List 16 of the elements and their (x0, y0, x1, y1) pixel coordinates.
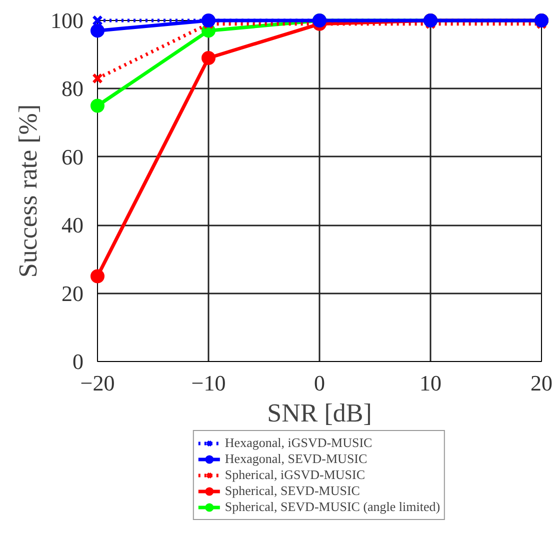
legend-label: Hexagonal, SEVD-MUSIC (224, 451, 368, 467)
legend-label: Spherical, SEVD-MUSIC (224, 483, 360, 499)
y-tick-label: 100 (50, 8, 84, 33)
legend-label: Hexagonal, iGSVD-MUSIC (224, 435, 372, 451)
x-tick-label: 10 (420, 370, 442, 396)
y-tick-label: 80 (62, 76, 84, 102)
y-axis-title: Success rate [%] (14, 104, 42, 278)
y-tick-label: 60 (62, 144, 84, 170)
y-tick-label: 20 (62, 280, 84, 306)
x-axis-title: SNR [dB] (267, 398, 372, 428)
x-tick-label: −10 (191, 370, 226, 396)
x-tick-label: 0 (314, 370, 325, 396)
legend-label: Spherical, iGSVD-MUSIC (224, 467, 366, 483)
legend-label: Spherical, SEVD-MUSIC (angle limited) (224, 499, 440, 515)
y-tick-label: 40 (62, 212, 84, 238)
x-tick-label: 20 (530, 370, 552, 396)
